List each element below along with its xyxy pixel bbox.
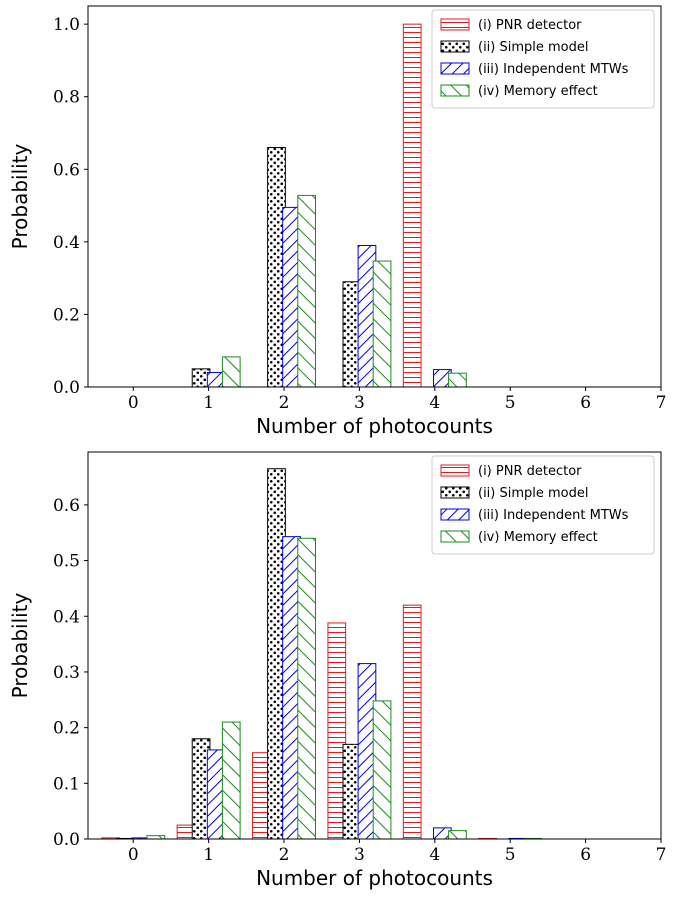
y-tick-label: 0.3 — [53, 663, 80, 683]
top-chart: 0 1 2 3 4 5 6 7 0.0 0.2 0.4 0.6 0.8 1.0 Number of phot… — [8, 5, 667, 438]
bar-1-4 — [402, 604, 422, 840]
x-tick-label: 3 — [354, 393, 365, 413]
legend-label: (i) PNR detector — [478, 464, 582, 479]
y-tick-label: 0.5 — [53, 552, 80, 572]
y-tick-label: 0.8 — [53, 88, 80, 108]
legend-swatch — [440, 508, 470, 521]
bar-4-0 — [146, 835, 166, 840]
bar-4-2 — [297, 194, 317, 388]
y-tick-label: 0.0 — [53, 830, 80, 850]
x-axis-label: Number of photocounts — [256, 866, 493, 890]
bar-4-3 — [372, 700, 392, 840]
legend: (i) PNR detector (ii) Simple model (iii) I… — [431, 9, 655, 109]
bars — [191, 23, 467, 388]
x-tick-label: 7 — [656, 393, 667, 413]
y-tick-label: 0.6 — [53, 496, 80, 516]
x-tick-label: 2 — [279, 393, 290, 413]
y-tick-label: 0.4 — [53, 233, 80, 253]
y-axis-label: Probability — [8, 592, 32, 698]
legend-label: (iii) Independent MTWs — [478, 508, 629, 523]
x-tick-label: 4 — [429, 845, 440, 865]
y-axis-label: Probability — [8, 143, 32, 249]
bar-4-4 — [448, 830, 467, 840]
bar-4-4 — [448, 372, 467, 388]
x-tick-label: 6 — [580, 393, 591, 413]
bar-4-1 — [221, 356, 241, 388]
x-tick-label: 0 — [128, 393, 139, 413]
plot-frame — [87, 451, 662, 840]
x-tick-label: 6 — [580, 845, 591, 865]
x-tick-label: 1 — [203, 845, 214, 865]
x-tick-label: 7 — [656, 845, 667, 865]
bars — [101, 468, 543, 840]
y-tick-label: 0.6 — [53, 160, 80, 180]
y-tick-label: 0.0 — [53, 378, 80, 398]
legend-label: (i) PNR detector — [478, 18, 582, 33]
y-tick-label: 1.0 — [53, 15, 80, 35]
y-tick-label: 0.2 — [53, 719, 80, 739]
bar-4-3 — [372, 260, 392, 388]
x-tick-label: 3 — [354, 845, 365, 865]
bar-4-2 — [297, 537, 317, 840]
bar-4-1 — [221, 721, 241, 840]
legend-label: (ii) Simple model — [478, 40, 589, 55]
legend-box — [431, 9, 655, 109]
bar-1-4 — [402, 23, 422, 388]
x-tick-label: 1 — [203, 393, 214, 413]
legend-swatch — [440, 18, 470, 31]
x-tick-label: 5 — [505, 393, 516, 413]
x-axis-label: Number of photocounts — [256, 414, 493, 438]
x-tick-label: 0 — [128, 845, 139, 865]
legend-label: (iv) Memory effect — [478, 84, 598, 99]
plot-frame — [87, 5, 662, 388]
legend-box — [431, 455, 655, 555]
x-tick-label: 4 — [429, 393, 440, 413]
legend-swatch — [440, 464, 470, 477]
legend-label: (ii) Simple model — [478, 486, 589, 501]
legend-label: (iii) Independent MTWs — [478, 62, 629, 77]
legend-label: (iv) Memory effect — [478, 530, 598, 545]
legend-swatch — [440, 486, 470, 499]
bottom-chart: 0 1 2 3 4 5 6 7 0.0 0.1 0.2 0.3 0.4 0.5 0.6 Number of p… — [8, 451, 667, 890]
legend-swatch — [440, 62, 470, 75]
y-tick-label: 0.1 — [53, 774, 80, 794]
y-tick-label: 0.4 — [53, 607, 80, 627]
y-tick-label: 0.2 — [53, 305, 80, 325]
legend-swatch — [440, 40, 470, 53]
legend: (i) PNR detector (ii) Simple model (iii) I… — [431, 455, 655, 555]
x-tick-label: 2 — [279, 845, 290, 865]
legend-swatch — [440, 530, 470, 543]
x-tick-label: 5 — [505, 845, 516, 865]
legend-swatch — [440, 84, 470, 97]
